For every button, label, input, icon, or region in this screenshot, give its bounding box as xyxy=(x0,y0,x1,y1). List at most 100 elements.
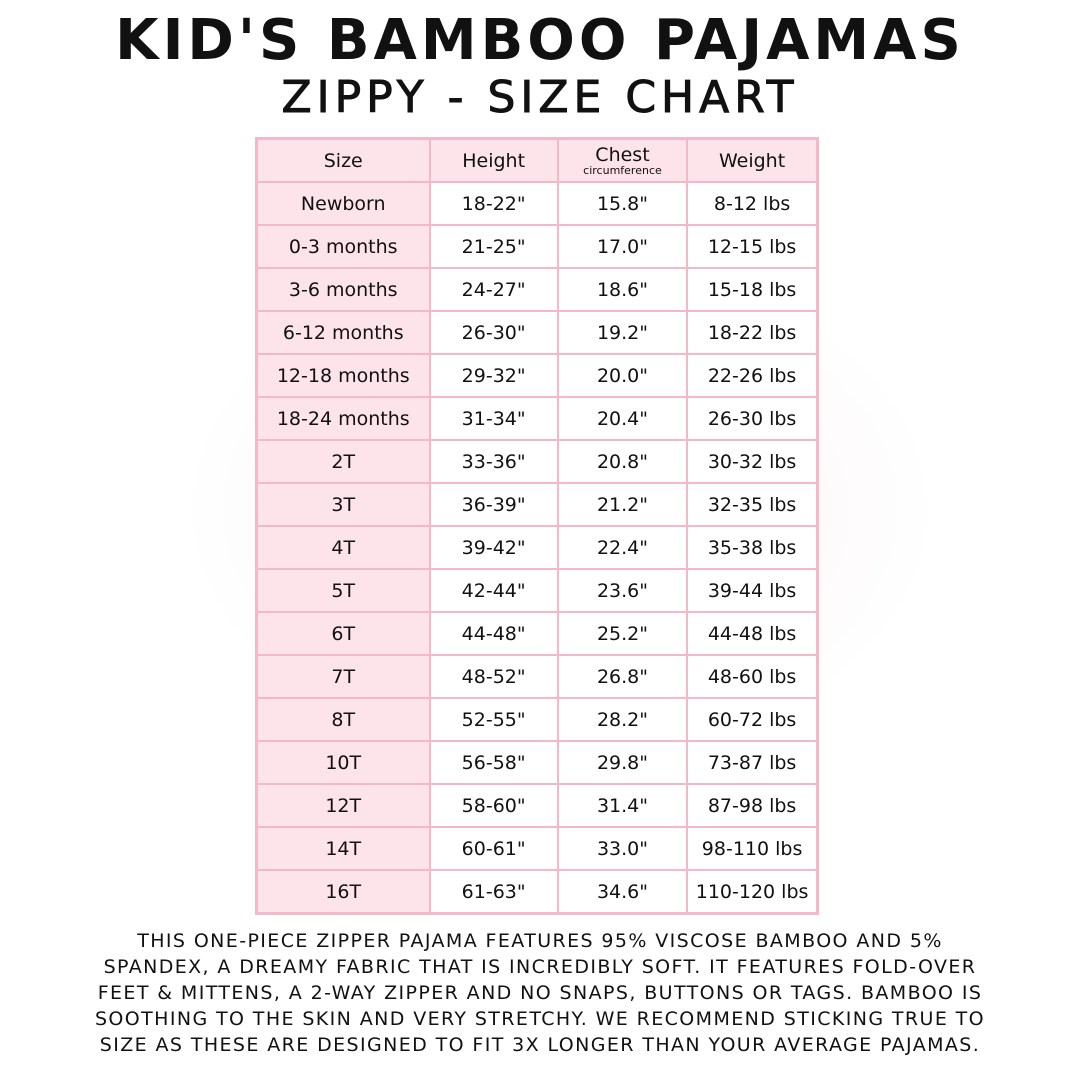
cell-chest: 18.6" xyxy=(556,267,689,312)
cell-weight: 48-60 lbs xyxy=(686,654,819,699)
table-row: 0-3 months 21-25" 17.0" 12-15 lbs xyxy=(255,224,819,269)
table-row: 16T 61-63" 34.6" 110-120 lbs xyxy=(255,869,819,915)
column-header-weight: Weight xyxy=(686,137,819,183)
cell-chest: 15.8" xyxy=(556,181,689,226)
table-row: 12T 58-60" 31.4" 87-98 lbs xyxy=(255,783,819,828)
table-row: Newborn 18-22" 15.8" 8-12 lbs xyxy=(255,181,819,226)
description-line: This one-piece zipper pajama features 95… xyxy=(137,930,943,952)
chest-sublabel: circumference xyxy=(583,164,662,177)
column-header-height: Height xyxy=(428,137,559,183)
table-row: 8T 52-55" 28.2" 60-72 lbs xyxy=(255,697,819,742)
cell-chest: 21.2" xyxy=(556,482,689,527)
cell-size: 6T xyxy=(255,611,431,656)
description-line: soothing to the skin and very stretchy. … xyxy=(94,1008,986,1030)
table-row: 10T 56-58" 29.8" 73-87 lbs xyxy=(255,740,819,785)
cell-weight: 39-44 lbs xyxy=(686,568,819,613)
cell-chest: 25.2" xyxy=(556,611,689,656)
table-row: 14T 60-61" 33.0" 98-110 lbs xyxy=(255,826,819,871)
cell-height: 26-30" xyxy=(428,310,559,355)
cell-weight: 15-18 lbs xyxy=(686,267,819,312)
table-row: 5T 42-44" 23.6" 39-44 lbs xyxy=(255,568,819,613)
cell-weight: 87-98 lbs xyxy=(686,783,819,828)
cell-size: 7T xyxy=(255,654,431,699)
cell-size: 6-12 months xyxy=(255,310,431,355)
page-title: Kid's Bamboo Pajamas xyxy=(115,8,965,73)
cell-weight: 110-120 lbs xyxy=(686,869,819,915)
cell-size: 3-6 months xyxy=(255,267,431,312)
page-subtitle: Zippy - Size Chart xyxy=(281,72,799,124)
cell-height: 21-25" xyxy=(428,224,559,269)
cell-weight: 30-32 lbs xyxy=(686,439,819,484)
table-row: 2T 33-36" 20.8" 30-32 lbs xyxy=(255,439,819,484)
description-line: feet & mittens, a 2-way zipper and no sn… xyxy=(97,982,983,1004)
cell-height: 42-44" xyxy=(428,568,559,613)
cell-height: 52-55" xyxy=(428,697,559,742)
product-description: This one-piece zipper pajama features 95… xyxy=(20,928,1060,1058)
cell-size: 10T xyxy=(255,740,431,785)
table-row: 4T 39-42" 22.4" 35-38 lbs xyxy=(255,525,819,570)
cell-size: 16T xyxy=(255,869,431,915)
cell-height: 18-22" xyxy=(428,181,559,226)
cell-size: 3T xyxy=(255,482,431,527)
cell-height: 48-52" xyxy=(428,654,559,699)
cell-weight: 8-12 lbs xyxy=(686,181,819,226)
cell-chest: 20.0" xyxy=(556,353,689,398)
cell-size: 12T xyxy=(255,783,431,828)
cell-size: 18-24 months xyxy=(255,396,431,441)
cell-chest: 23.6" xyxy=(556,568,689,613)
cell-chest: 26.8" xyxy=(556,654,689,699)
cell-height: 58-60" xyxy=(428,783,559,828)
cell-size: 2T xyxy=(255,439,431,484)
column-header-chest: Chest circumference xyxy=(556,137,689,183)
cell-chest: 31.4" xyxy=(556,783,689,828)
cell-chest: 33.0" xyxy=(556,826,689,871)
cell-height: 61-63" xyxy=(428,869,559,915)
cell-weight: 35-38 lbs xyxy=(686,525,819,570)
cell-chest: 34.6" xyxy=(556,869,689,915)
cell-height: 29-32" xyxy=(428,353,559,398)
cell-height: 33-36" xyxy=(428,439,559,484)
cell-height: 39-42" xyxy=(428,525,559,570)
cell-chest: 29.8" xyxy=(556,740,689,785)
cell-size: 12-18 months xyxy=(255,353,431,398)
cell-height: 24-27" xyxy=(428,267,559,312)
table-row: 3T 36-39" 21.2" 32-35 lbs xyxy=(255,482,819,527)
cell-height: 36-39" xyxy=(428,482,559,527)
table-row: 12-18 months 29-32" 20.0" 22-26 lbs xyxy=(255,353,819,398)
cell-height: 31-34" xyxy=(428,396,559,441)
cell-chest: 28.2" xyxy=(556,697,689,742)
chest-label: Chest xyxy=(595,144,650,166)
table-row: 6-12 months 26-30" 19.2" 18-22 lbs xyxy=(255,310,819,355)
cell-chest: 17.0" xyxy=(556,224,689,269)
cell-weight: 22-26 lbs xyxy=(686,353,819,398)
table-row: 7T 48-52" 26.8" 48-60 lbs xyxy=(255,654,819,699)
size-chart-table: Size Height Chest circumference Weight N… xyxy=(255,137,819,915)
description-line: spandex, a dreamy fabric that is incredi… xyxy=(103,956,977,978)
cell-chest: 20.8" xyxy=(556,439,689,484)
cell-weight: 60-72 lbs xyxy=(686,697,819,742)
cell-chest: 22.4" xyxy=(556,525,689,570)
cell-height: 56-58" xyxy=(428,740,559,785)
cell-size: 4T xyxy=(255,525,431,570)
cell-weight: 32-35 lbs xyxy=(686,482,819,527)
table-row: 6T 44-48" 25.2" 44-48 lbs xyxy=(255,611,819,656)
cell-weight: 44-48 lbs xyxy=(686,611,819,656)
cell-height: 44-48" xyxy=(428,611,559,656)
table-header-row: Size Height Chest circumference Weight xyxy=(255,137,819,183)
cell-weight: 12-15 lbs xyxy=(686,224,819,269)
description-line: size as these are designed to fit 3x lon… xyxy=(99,1034,981,1056)
cell-size: 0-3 months xyxy=(255,224,431,269)
column-header-size: Size xyxy=(255,137,431,183)
cell-weight: 98-110 lbs xyxy=(686,826,819,871)
table-row: 18-24 months 31-34" 20.4" 26-30 lbs xyxy=(255,396,819,441)
cell-size: 5T xyxy=(255,568,431,613)
cell-size: 8T xyxy=(255,697,431,742)
cell-weight: 73-87 lbs xyxy=(686,740,819,785)
cell-chest: 19.2" xyxy=(556,310,689,355)
cell-chest: 20.4" xyxy=(556,396,689,441)
cell-size: 14T xyxy=(255,826,431,871)
cell-weight: 26-30 lbs xyxy=(686,396,819,441)
cell-size: Newborn xyxy=(255,181,431,226)
table-row: 3-6 months 24-27" 18.6" 15-18 lbs xyxy=(255,267,819,312)
cell-height: 60-61" xyxy=(428,826,559,871)
